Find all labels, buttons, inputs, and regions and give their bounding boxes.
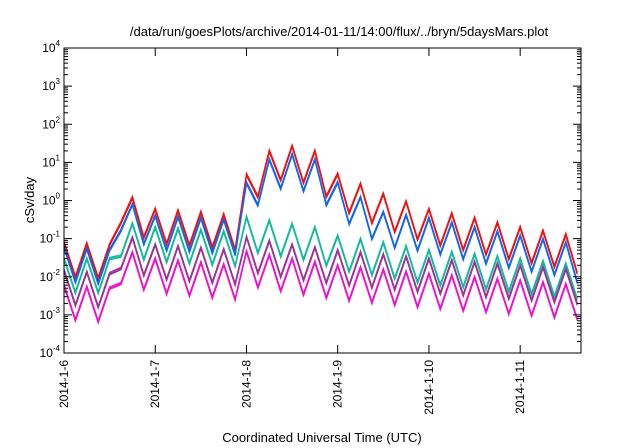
y-tick-label: 10-4 [40, 344, 61, 360]
y-tick-label: 10-1 [40, 230, 61, 246]
series-line [63, 143, 578, 281]
x-tick-label: 2014-1-9 [331, 360, 345, 408]
series-line [63, 142, 578, 280]
x-axis-label: Coordinated Universal Time (UTC) [222, 430, 421, 445]
y-axis-label: cSv/day [22, 176, 37, 223]
x-tick-label: 2014-1-10 [422, 360, 436, 415]
y-tick-label: 100 [42, 192, 60, 208]
x-tick-label: 2014-1-8 [239, 360, 253, 408]
x-tick-label: 2014-1-7 [148, 360, 162, 408]
x-tick-label: 2014-1-6 [57, 360, 71, 408]
series-line [63, 247, 578, 323]
series-line [63, 153, 578, 287]
y-tick-label: 104 [42, 39, 60, 55]
series-line [63, 145, 578, 282]
series-line [63, 250, 578, 325]
series-line [63, 235, 578, 311]
plot-frame [63, 47, 582, 354]
y-tick-label: 10-3 [40, 306, 61, 322]
y-tick-label: 103 [42, 77, 60, 93]
y-tick-label: 10-2 [40, 268, 61, 284]
y-tick-label: 102 [42, 115, 60, 131]
x-axis: 2014-1-6 2014-1-7 2014-1-8 2014-1-9 2014-1-1… [57, 48, 527, 415]
x-tick-label: 2014-1-11 [513, 360, 527, 414]
y-tick-label: 101 [42, 153, 60, 169]
series-layer [63, 142, 578, 325]
y-axis: 10-4 10-3 10-2 10-1 100 101 102 103 104 [40, 39, 581, 360]
chart-title: /data/run/goesPlots/archive/2014-01-11/1… [130, 24, 549, 39]
series-line [63, 215, 578, 301]
